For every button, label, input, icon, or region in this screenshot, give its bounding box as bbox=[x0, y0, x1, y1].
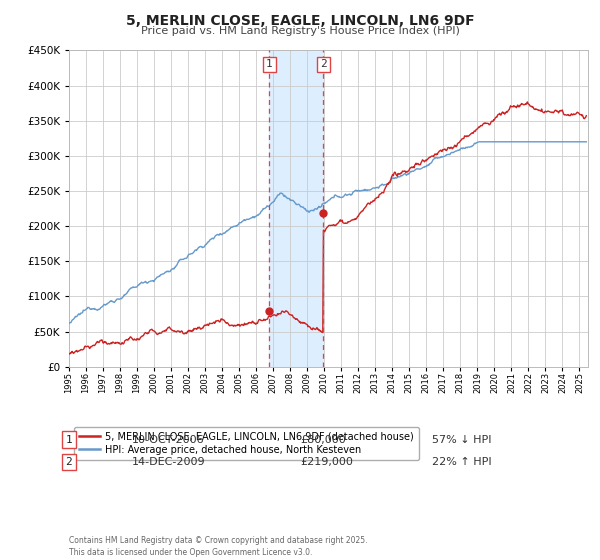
Text: 57% ↓ HPI: 57% ↓ HPI bbox=[432, 435, 491, 445]
Text: Contains HM Land Registry data © Crown copyright and database right 2025.
This d: Contains HM Land Registry data © Crown c… bbox=[69, 536, 367, 557]
Text: £219,000: £219,000 bbox=[300, 457, 353, 467]
Bar bbox=[269, 50, 323, 367]
Text: 2: 2 bbox=[320, 59, 327, 69]
Legend: 5, MERLIN CLOSE, EAGLE, LINCOLN, LN6 9DF (detached house), HPI: Average price, d: 5, MERLIN CLOSE, EAGLE, LINCOLN, LN6 9DF… bbox=[74, 427, 419, 460]
Text: Price paid vs. HM Land Registry's House Price Index (HPI): Price paid vs. HM Land Registry's House … bbox=[140, 26, 460, 36]
Text: 22% ↑ HPI: 22% ↑ HPI bbox=[432, 457, 491, 467]
Text: 5, MERLIN CLOSE, EAGLE, LINCOLN, LN6 9DF: 5, MERLIN CLOSE, EAGLE, LINCOLN, LN6 9DF bbox=[125, 14, 475, 28]
Text: 1: 1 bbox=[266, 59, 273, 69]
Text: £80,000: £80,000 bbox=[300, 435, 346, 445]
Text: 2: 2 bbox=[65, 457, 73, 467]
Text: 1: 1 bbox=[65, 435, 73, 445]
Text: 10-OCT-2006: 10-OCT-2006 bbox=[132, 435, 205, 445]
Text: 14-DEC-2009: 14-DEC-2009 bbox=[132, 457, 206, 467]
